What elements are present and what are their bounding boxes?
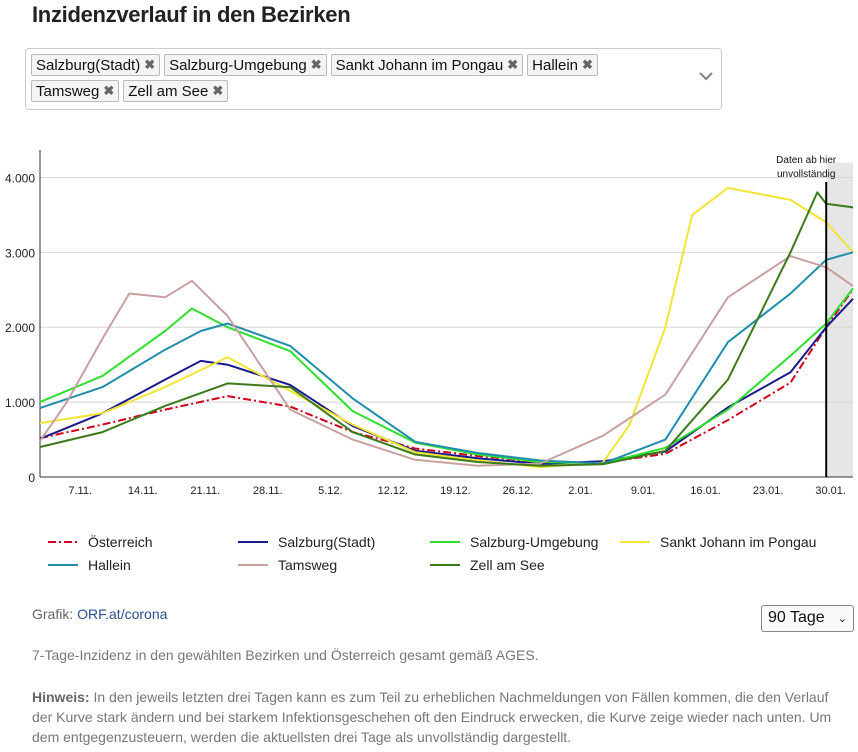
legend-item: Hallein	[48, 557, 131, 573]
incidence-chart: 0 1.000 2.000 3.000 4.000 7.11. 14.11. 21.11. 28…	[5, 150, 854, 497]
chip-label: Zell am See	[128, 82, 209, 100]
time-range-value: 90 Tage	[768, 609, 825, 626]
remove-icon[interactable]: ✖	[103, 83, 115, 98]
y-tick-label: 0	[28, 471, 35, 485]
x-tick-label: 16.01.	[690, 485, 721, 497]
selected-chips: Salzburg(Stadt) ✖ Salzburg-Umgebung ✖ Sankt …	[31, 54, 671, 102]
x-tick-label: 7.11.	[68, 485, 92, 497]
time-range-select[interactable]: 90 Tage ⌄	[761, 605, 854, 632]
x-tick-label: 26.12.	[503, 485, 534, 497]
source-label: Grafik:	[32, 606, 78, 622]
hint-note: Hinweis: In den jeweils letzten drei Tag…	[32, 687, 850, 747]
y-tick-label: 2.000	[5, 321, 35, 335]
legend-swatch	[238, 541, 268, 543]
legend-label: Sankt Johann im Pongau	[660, 534, 817, 550]
legend-item: Salzburg-Umgebung	[430, 534, 598, 550]
chip-sankt-johann-im-pongau: Sankt Johann im Pongau ✖	[330, 54, 524, 76]
series-line-salzburg-umgebung	[39, 287, 854, 465]
legend-swatch	[48, 564, 78, 566]
series-line-tamsweg	[39, 255, 854, 467]
y-tick-label: 3.000	[5, 246, 35, 260]
x-tick-label: 14.11.	[128, 485, 158, 497]
remove-icon[interactable]: ✖	[582, 57, 593, 72]
chip-label: Salzburg-Umgebung	[169, 56, 307, 74]
legend-swatch	[430, 564, 460, 566]
district-multiselect[interactable]: Salzburg(Stadt) ✖ Salzburg-Umgebung ✖ Sankt …	[25, 48, 722, 110]
legend-item: Zell am See	[430, 557, 545, 573]
chip-salzburg-umgebung: Salzburg-Umgebung ✖	[164, 54, 327, 76]
remove-icon[interactable]: ✖	[507, 57, 519, 72]
series-line-zell-am-see	[39, 191, 854, 467]
chip-hallein: Hallein ✖	[527, 54, 598, 76]
legend-item: Salzburg(Stadt)	[238, 534, 375, 550]
legend-label: Tamsweg	[278, 557, 338, 573]
annotation-label-line1: Daten ab hier	[776, 155, 837, 166]
legend-swatch	[48, 541, 78, 543]
series-line-sankt-johann-im-pongau	[39, 186, 854, 469]
y-tick-label: 1.000	[5, 396, 35, 410]
legend-item: Tamsweg	[238, 557, 337, 573]
page-title: Inzidenzverlauf in den Bezirken	[32, 2, 351, 27]
x-tick-label: 9.01.	[631, 485, 655, 497]
chip-label: Tamsweg	[36, 82, 100, 100]
source-link[interactable]: ORF.at/corona	[77, 606, 168, 622]
x-tick-label: 19.12.	[440, 485, 471, 497]
x-tick-label: 23.01.	[753, 485, 784, 497]
y-tick-label: 4.000	[5, 171, 35, 185]
x-tick-label: 12.12.	[378, 485, 409, 497]
chip-label: Salzburg(Stadt)	[36, 56, 141, 74]
chip-tamsweg: Tamsweg ✖	[31, 80, 120, 102]
x-tick-label: 28.11.	[253, 485, 283, 497]
annotation-label-line2: unvollständig	[777, 169, 835, 180]
x-tick-label: 21.11.	[190, 485, 220, 497]
legend-label: Hallein	[88, 557, 131, 573]
chevron-down-icon: ⌄	[837, 613, 847, 625]
x-tick-label: 2.01.	[568, 485, 592, 497]
legend-label: Österreich	[88, 534, 153, 550]
remove-icon[interactable]: ✖	[144, 57, 156, 72]
legend-label: Salzburg-Umgebung	[470, 534, 599, 550]
series-line-hallein	[39, 251, 854, 465]
legend-swatch	[430, 541, 460, 543]
legend-swatch	[620, 541, 650, 543]
hint-text: In den jeweils letzten drei Tagen kann e…	[32, 689, 832, 745]
chart-legend: Österreich Salzburg(Stadt) Salzburg-Umgebu…	[0, 534, 858, 578]
chip-salzburg-stadt-: Salzburg(Stadt) ✖	[31, 54, 161, 76]
legend-item: Österreich	[48, 534, 153, 550]
remove-icon[interactable]: ✖	[310, 57, 322, 72]
chevron-down-icon[interactable]	[697, 67, 715, 85]
x-tick-label: 30.01.	[815, 485, 846, 497]
legend-label: Zell am See	[470, 557, 545, 573]
chip-label: Sankt Johann im Pongau	[335, 56, 504, 74]
chip-zell-am-see: Zell am See ✖	[123, 80, 229, 102]
hint-label: Hinweis:	[32, 689, 90, 705]
source-credit: Grafik: ORF.at/corona	[32, 606, 167, 622]
legend-label: Salzburg(Stadt)	[278, 534, 376, 550]
series-line--sterreich	[39, 288, 854, 464]
incomplete-data-shade	[826, 162, 853, 477]
x-tick-label: 5.12.	[318, 485, 342, 497]
legend-item: Sankt Johann im Pongau	[620, 534, 816, 550]
chart-description: 7-Tage-Inzidenz in den gewählten Bezirke…	[32, 647, 539, 663]
series-line-salzburg-stadt-	[39, 298, 854, 465]
legend-swatch	[238, 564, 268, 566]
chip-label: Hallein	[532, 56, 578, 74]
remove-icon[interactable]: ✖	[212, 83, 224, 98]
